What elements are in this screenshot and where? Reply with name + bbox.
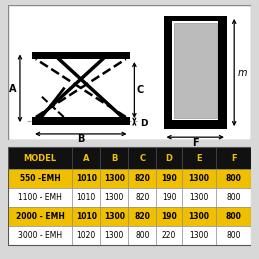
Bar bbox=[174, 23, 217, 118]
Text: 220: 220 bbox=[162, 231, 176, 240]
Text: 550 -EMH: 550 -EMH bbox=[20, 174, 60, 183]
Bar bbox=[182, 188, 216, 207]
Text: MODEL: MODEL bbox=[24, 154, 56, 163]
Text: A: A bbox=[83, 154, 90, 163]
Bar bbox=[32, 117, 130, 125]
Text: 190: 190 bbox=[161, 174, 177, 183]
Bar bbox=[216, 147, 251, 169]
Bar bbox=[72, 147, 100, 169]
Bar bbox=[182, 226, 216, 245]
Bar bbox=[8, 207, 72, 226]
Bar bbox=[8, 226, 72, 245]
Bar bbox=[156, 226, 182, 245]
Text: 2000 - EMH: 2000 - EMH bbox=[16, 212, 64, 221]
Bar bbox=[164, 16, 227, 129]
Bar bbox=[182, 207, 216, 226]
Text: 1010: 1010 bbox=[76, 212, 97, 221]
Bar bbox=[216, 226, 251, 245]
Text: 1300: 1300 bbox=[104, 174, 125, 183]
Bar bbox=[72, 169, 100, 188]
Text: 800: 800 bbox=[226, 193, 241, 202]
Text: E: E bbox=[196, 154, 202, 163]
Text: C: C bbox=[137, 85, 144, 95]
Text: 1300: 1300 bbox=[104, 212, 125, 221]
Bar bbox=[32, 52, 130, 59]
Bar bbox=[156, 188, 182, 207]
Bar bbox=[156, 147, 182, 169]
Bar bbox=[8, 169, 72, 188]
Text: 1300: 1300 bbox=[189, 193, 208, 202]
Text: 800: 800 bbox=[226, 231, 241, 240]
Text: 190: 190 bbox=[161, 212, 177, 221]
Text: 1300: 1300 bbox=[105, 193, 124, 202]
Bar bbox=[100, 147, 128, 169]
Text: 820: 820 bbox=[135, 193, 149, 202]
Bar bbox=[128, 188, 156, 207]
Bar bbox=[100, 169, 128, 188]
Text: 1010: 1010 bbox=[77, 193, 96, 202]
Bar bbox=[182, 169, 216, 188]
Bar bbox=[172, 21, 218, 120]
Bar bbox=[156, 207, 182, 226]
Bar bbox=[128, 147, 156, 169]
Text: 800: 800 bbox=[226, 212, 241, 221]
Text: A: A bbox=[9, 84, 17, 94]
Text: 1020: 1020 bbox=[77, 231, 96, 240]
Text: 190: 190 bbox=[162, 193, 176, 202]
Text: 1300: 1300 bbox=[188, 174, 209, 183]
Text: D: D bbox=[166, 154, 172, 163]
Text: 1300: 1300 bbox=[188, 212, 209, 221]
Bar bbox=[216, 207, 251, 226]
Bar bbox=[216, 169, 251, 188]
Text: D: D bbox=[140, 119, 147, 127]
Text: 1300: 1300 bbox=[189, 231, 208, 240]
Bar bbox=[72, 207, 100, 226]
Text: B: B bbox=[111, 154, 118, 163]
Bar bbox=[100, 188, 128, 207]
Text: B: B bbox=[77, 133, 84, 143]
Bar bbox=[100, 207, 128, 226]
Bar bbox=[128, 226, 156, 245]
Bar bbox=[8, 188, 72, 207]
Text: F: F bbox=[231, 154, 236, 163]
Bar bbox=[100, 226, 128, 245]
Text: 1100 - EMH: 1100 - EMH bbox=[18, 193, 62, 202]
Text: m: m bbox=[237, 68, 247, 77]
Text: 820: 820 bbox=[134, 174, 150, 183]
Bar bbox=[72, 188, 100, 207]
Bar bbox=[128, 207, 156, 226]
Bar bbox=[8, 147, 72, 169]
Bar bbox=[216, 188, 251, 207]
Text: 800: 800 bbox=[135, 231, 149, 240]
Bar bbox=[128, 169, 156, 188]
Text: 3000 - EMH: 3000 - EMH bbox=[18, 231, 62, 240]
Text: C: C bbox=[139, 154, 145, 163]
Bar bbox=[182, 147, 216, 169]
Bar bbox=[8, 147, 251, 245]
Text: 1300: 1300 bbox=[105, 231, 124, 240]
Text: 1010: 1010 bbox=[76, 174, 97, 183]
Bar bbox=[72, 226, 100, 245]
Text: 800: 800 bbox=[226, 174, 241, 183]
Text: F: F bbox=[192, 138, 199, 148]
Text: 820: 820 bbox=[134, 212, 150, 221]
Bar bbox=[156, 169, 182, 188]
